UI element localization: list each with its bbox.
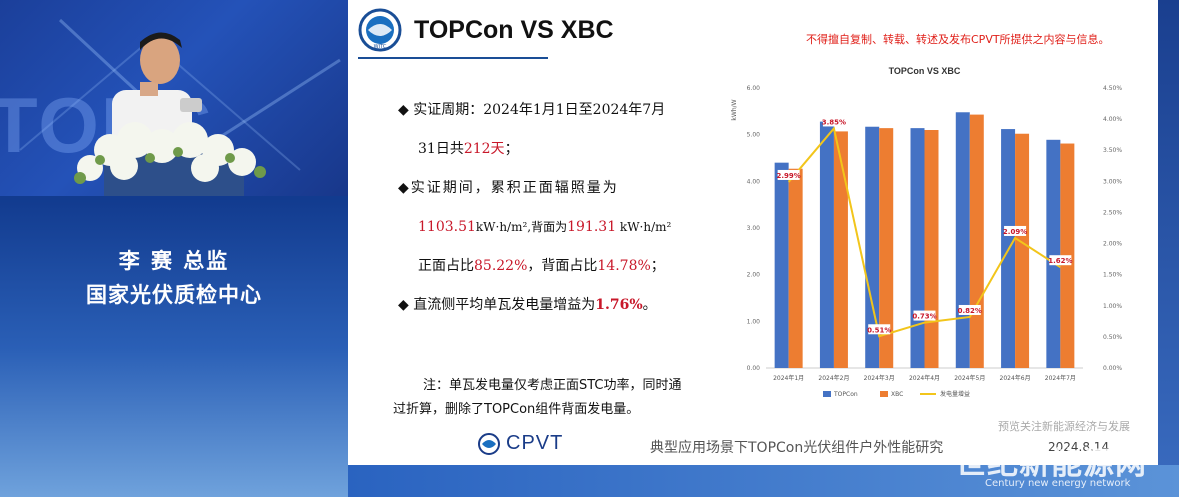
- speaker-organization: 国家光伏质检中心: [86, 283, 262, 307]
- legend-label-xbc: XBC: [891, 391, 903, 398]
- y-tick-label: 4.00: [747, 178, 761, 185]
- bar-xbc: [833, 131, 848, 368]
- gain-line: [787, 126, 1061, 338]
- y-tick-label: 6.00: [747, 85, 761, 92]
- gain-label-bg: [822, 116, 845, 127]
- copyright-notice: 不得擅自复制、转载、转述及发布CPVT所提供之内容与信息。: [806, 33, 1110, 46]
- footer-title: 典型应用场景下TOPCon光伏组件户外性能研究: [650, 440, 944, 456]
- footnote-line-2: 过折算，删除了TOPCon组件背面发电量。: [393, 402, 640, 417]
- chart-title: TOPCon VS XBC: [889, 66, 961, 76]
- watermark-en: Century new energy network: [985, 478, 1131, 489]
- gain-label-bg: [868, 324, 891, 335]
- gain-data-label: 2.09%: [1003, 228, 1027, 236]
- y-axis-label: kWh/W: [731, 99, 738, 120]
- gain-label-bg: [1049, 255, 1072, 266]
- y-tick-label: 0.00: [747, 365, 761, 372]
- presentation-slide: WITC TOPCon VS XBC 不得擅自复制、转载、转述及发布CPVT所提…: [348, 0, 1158, 465]
- bar-xbc: [924, 130, 939, 368]
- title-underline: [358, 57, 548, 59]
- y-tick-label: 3.00: [747, 225, 761, 232]
- footnote: 注：单瓦发电量仅考虑正面STC功率，同时通 过折算，删除了TOPCon组件背面发…: [393, 374, 693, 422]
- x-tick-label: 2024年2月: [818, 374, 849, 382]
- gain-data-label: 3.85%: [822, 118, 846, 126]
- witc-logo-icon: WITC: [358, 8, 402, 52]
- y-tick-label: 1.00: [747, 318, 761, 325]
- gain-data-label: 0.73%: [912, 313, 936, 321]
- speaker-caption: 李 赛 总监 国家光伏质检中心: [0, 245, 348, 309]
- bar-topcon: [910, 128, 925, 368]
- gain-data-label: 1.62%: [1048, 257, 1072, 265]
- cpvt-logo-text: CPVT: [506, 432, 564, 454]
- bar-xbc: [788, 168, 803, 368]
- y-tick-label: 2.00: [747, 272, 761, 279]
- watermark-cn: 世纪新能源网: [955, 446, 1147, 482]
- slide-title: TOPCon VS XBC: [414, 16, 614, 44]
- gain-data-label: 0.82%: [958, 307, 982, 315]
- bar-topcon: [774, 162, 789, 368]
- overlay-caption: 预览关注新能源经济与发展: [998, 420, 1130, 433]
- footnote-line-1: 注：单瓦发电量仅考虑正面STC功率，同时通: [423, 378, 682, 393]
- y2-tick-label: 4.00%: [1103, 116, 1122, 123]
- x-tick-label: 2024年3月: [864, 374, 895, 382]
- gain-label-bg: [777, 169, 800, 180]
- gain-label-bg: [958, 304, 981, 315]
- speaker-video: TOPC: [0, 0, 348, 196]
- y2-tick-label: 1.00%: [1103, 303, 1122, 310]
- svg-text:WITC: WITC: [374, 44, 387, 50]
- x-tick-label: 2024年4月: [909, 374, 940, 382]
- x-tick-label: 2024年1月: [773, 374, 804, 382]
- x-tick-label: 2024年7月: [1045, 374, 1076, 382]
- bar-topcon: [1046, 139, 1061, 368]
- right-edge-strip: [1158, 0, 1179, 497]
- y2-tick-label: 1.50%: [1103, 272, 1122, 279]
- y2-tick-label: 4.50%: [1103, 85, 1122, 92]
- footer-date: 2024.8.14: [1048, 440, 1110, 454]
- gain-data-label: 2.99%: [776, 172, 800, 180]
- bullet-irradiance-values: 1103.51kW·h/m²,背面为191.31 kW·h/m²: [418, 219, 672, 235]
- bullet-gain: ◆ 直流侧平均单瓦发电量增益为1.76%。: [398, 297, 657, 313]
- legend-label-topcon: TOPCon: [833, 391, 858, 398]
- bullet-list: ◆ 实证周期：2024年1月1日至2024年7月 31日共212天； ◆实证期间…: [398, 98, 738, 332]
- legend-swatch-xbc: [880, 391, 888, 397]
- legend-label-gain: 发电量增益: [940, 390, 970, 398]
- gain-label-bg: [913, 310, 936, 321]
- bullet-period: ◆ 实证周期：2024年1月1日至2024年7月: [398, 102, 666, 118]
- gain-data-label: 0.51%: [867, 326, 891, 334]
- speaker-figure: [74, 32, 266, 196]
- x-tick-label: 2024年5月: [954, 374, 985, 382]
- bottom-edge-strip: [348, 465, 1179, 497]
- bullet-irradiance: ◆实证期间，累积正面辐照量为: [398, 180, 619, 196]
- y-tick-label: 5.00: [747, 132, 761, 139]
- y2-tick-label: 0.50%: [1103, 334, 1122, 341]
- y2-tick-label: 2.00%: [1103, 241, 1122, 248]
- bar-topcon: [819, 121, 834, 368]
- topcon-xbc-chart: TOPCon VS XBC kWh/W 0.00 1.00 2.00 3.00 4.00 5.…: [731, 66, 1122, 398]
- speaker-name: 李 赛 总监: [118, 249, 230, 273]
- y2-tick-label: 2.50%: [1103, 209, 1122, 216]
- cpvt-footer-logo: CPVT: [478, 432, 563, 455]
- x-tick-label: 2024年6月: [1000, 374, 1031, 382]
- y2-tick-label: 3.50%: [1103, 147, 1122, 154]
- y2-tick-label: 3.00%: [1103, 178, 1122, 185]
- bar-topcon: [865, 126, 880, 368]
- y2-tick-label: 0.00%: [1103, 365, 1122, 372]
- speaker-panel: TOPC 李 赛 总监 国家光伏质检中心: [0, 0, 348, 497]
- gain-label-bg: [1004, 225, 1027, 236]
- bar-xbc: [1015, 133, 1030, 368]
- bullet-period-cont: 31日共212天；: [418, 141, 519, 157]
- bar-xbc: [969, 114, 984, 368]
- cpvt-logo-icon: [478, 432, 500, 455]
- bar-topcon: [955, 112, 970, 368]
- bar-xbc: [879, 128, 894, 368]
- legend-swatch-topcon: [823, 391, 831, 397]
- bullet-ratio: 正面占比85.22%，背面占比14.78%；: [418, 258, 665, 274]
